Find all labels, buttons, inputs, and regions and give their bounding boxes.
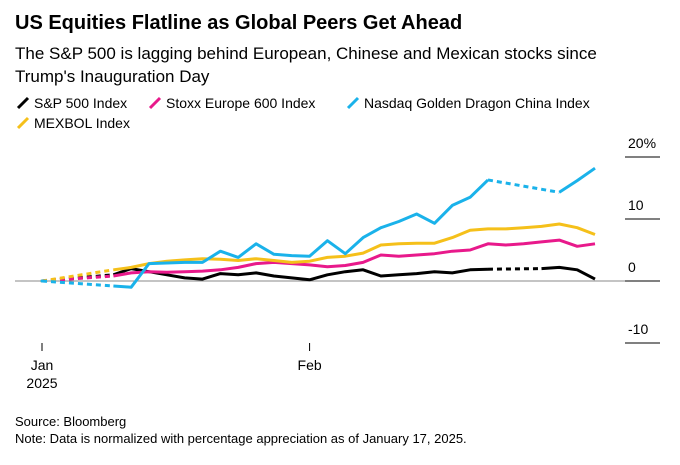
series-line (113, 222, 596, 272)
x-tick-label: Feb (298, 357, 322, 373)
line-point (40, 279, 44, 283)
legend-swatch (148, 96, 162, 110)
series-line (113, 178, 490, 289)
chart-title: US Equities Flatline as Global Peers Get… (15, 12, 462, 34)
chart-subtitle: Trump's Inauguration Day (15, 67, 210, 86)
series-line (113, 238, 596, 278)
legend-swatch (16, 96, 30, 110)
gap-connector (487, 178, 560, 194)
y-tick-label: 20% (628, 135, 656, 151)
chart-subtitle: The S&P 500 is lagging behind European, … (15, 44, 597, 63)
legend-label: Nasdaq Golden Dragon China Index (364, 95, 590, 111)
legend-label: S&P 500 Index (34, 95, 127, 111)
legend-label: Stoxx Europe 600 Index (166, 95, 315, 111)
legend-swatch (16, 116, 30, 130)
legend-label: MEXBOL Index (34, 115, 130, 131)
legend-swatch (346, 96, 360, 110)
gap-connector (41, 279, 114, 288)
x-tick-label: Jan (31, 357, 54, 373)
y-tick-label: 10 (628, 197, 644, 213)
source: Source: Bloomberg (15, 414, 126, 429)
y-tick-label: 0 (628, 259, 636, 275)
gap-connector (41, 268, 114, 283)
series-line (112, 267, 489, 282)
note: Note: Data is normalized with percentage… (15, 431, 467, 446)
x-year-label: 2025 (26, 375, 57, 391)
y-tick-label: -10 (628, 321, 648, 337)
series-line (558, 166, 596, 194)
series-line (541, 265, 596, 281)
gap-connector (487, 267, 542, 271)
